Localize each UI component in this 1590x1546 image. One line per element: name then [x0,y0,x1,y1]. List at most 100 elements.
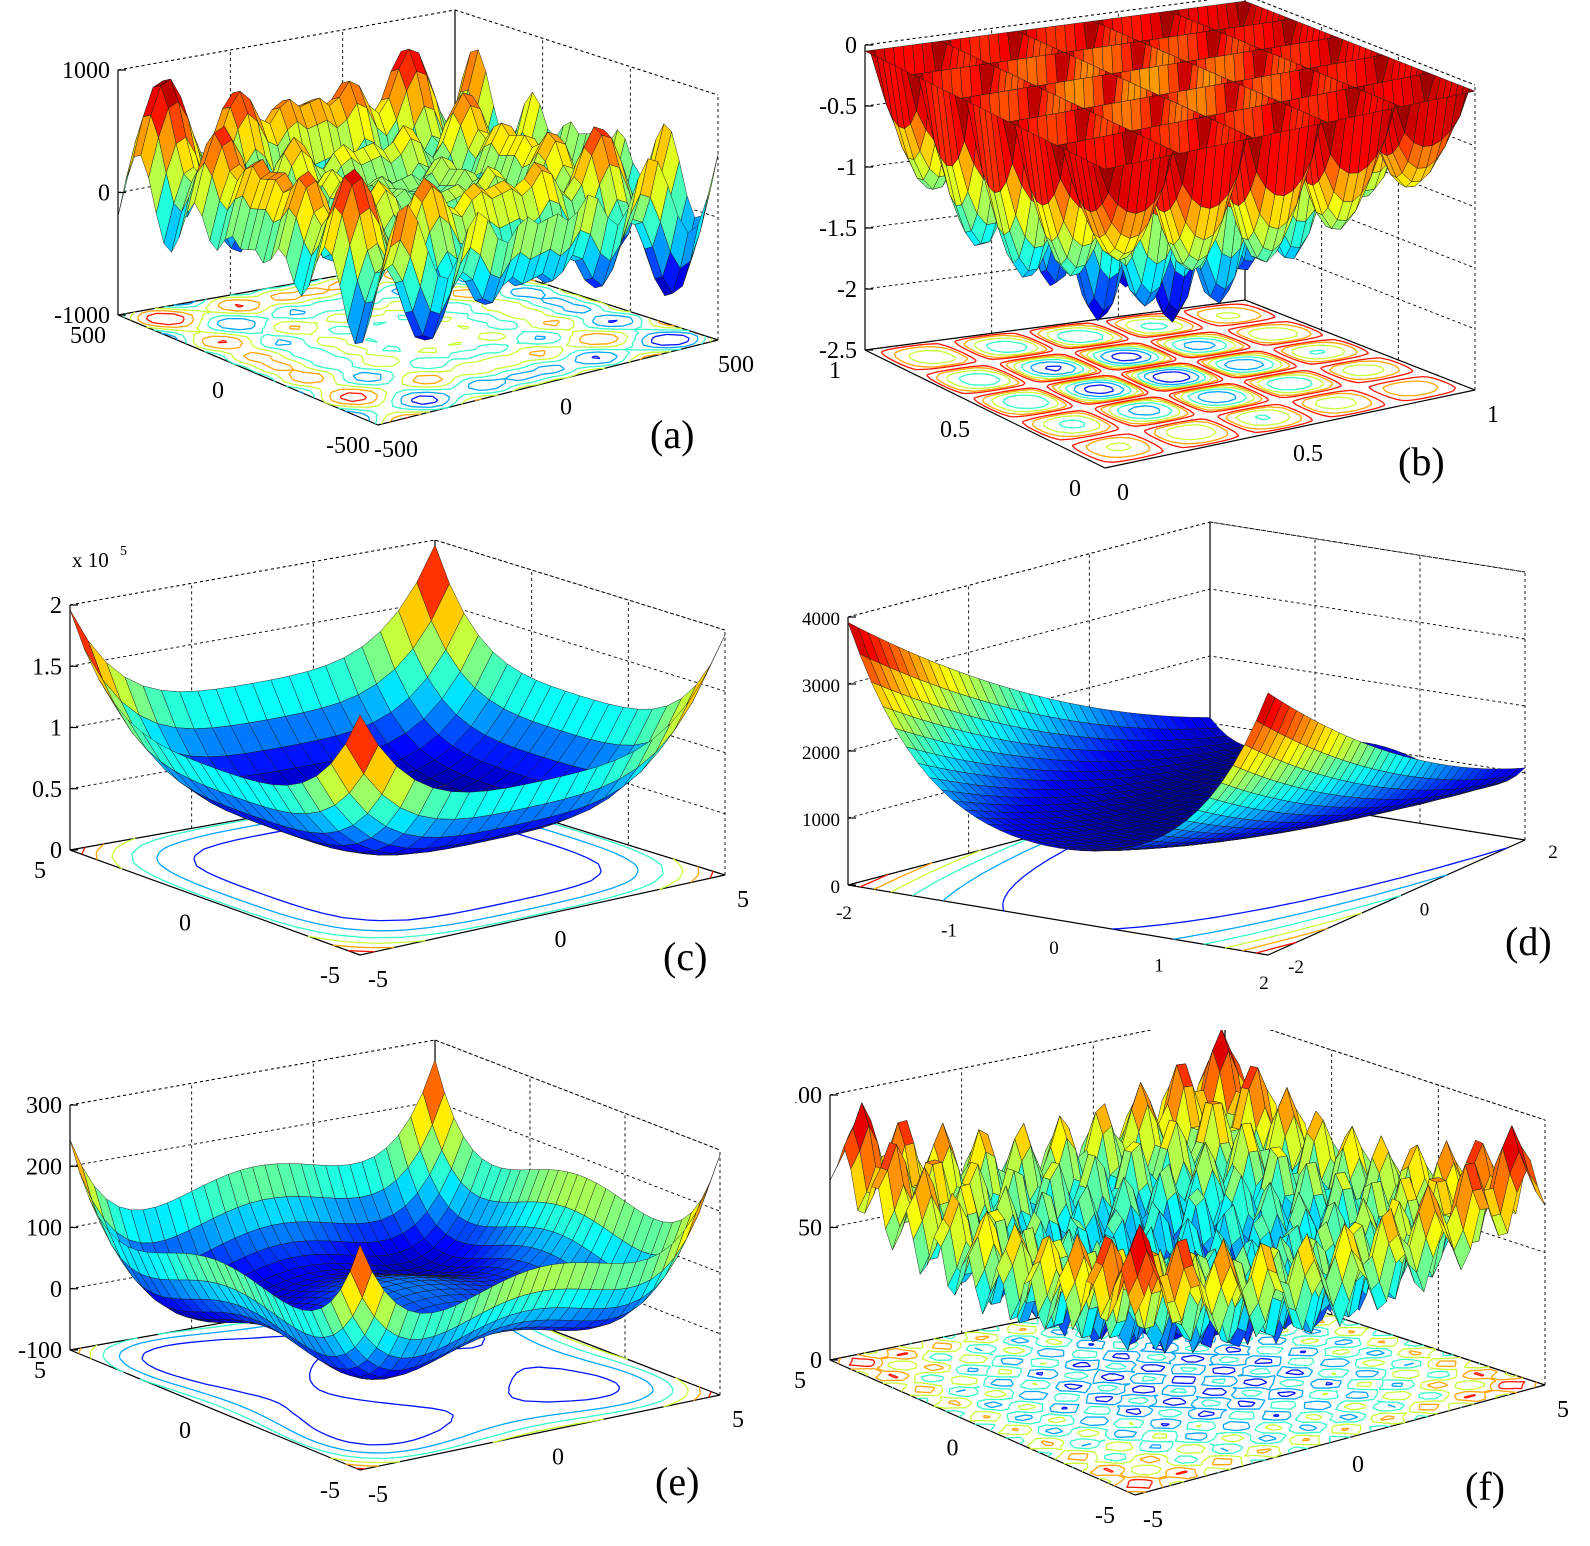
contour-segment [651,342,662,346]
contour-segment [1017,372,1025,377]
contour-segment [312,292,324,296]
contour-segment [459,302,470,306]
contour-segment [350,385,367,389]
contour-segment [452,290,455,293]
contour-segment [432,395,439,401]
contour-segment [1280,347,1286,352]
contour-segment [1094,345,1104,349]
contour-segment [1134,356,1142,361]
contour-segment [1010,388,1020,392]
contour-segment [1081,435,1092,439]
contour-segment [957,344,964,349]
contour-segment [1133,314,1144,317]
contour-segment [1218,384,1230,387]
contour-segment [594,327,601,330]
contour-segment [365,339,378,343]
contour-segment [1199,440,1210,444]
contour-segment [1257,371,1268,375]
contour-segment [1203,352,1210,355]
contour-segment [1201,327,1204,330]
contour-segment [1130,422,1143,425]
contour-segment [1277,427,1288,431]
contour-segment [374,397,378,401]
contour-segment [1012,369,1019,374]
contour-segment [1110,405,1115,409]
contour-segment [381,420,384,425]
contour-segment [489,326,501,330]
contour-segment [1123,442,1131,447]
contour-segment [1187,363,1196,367]
contour-segment [1341,377,1349,382]
contour-segment [1187,395,1191,400]
contour-segment [353,398,365,402]
contour-segment [951,386,958,390]
contour-segment [1100,352,1106,357]
contour-segment [1188,387,1198,391]
contour-segment [431,404,443,408]
contour-segment [1060,438,1072,441]
contour-segment [1004,334,1019,338]
contour-segment [1198,309,1207,313]
contour-segment [1164,418,1174,422]
contour-segment [498,336,507,341]
contour-segment [991,385,1001,389]
contour-segment [352,371,362,377]
contour-segment [1427,376,1433,379]
contour-segment [1286,366,1296,371]
contour-segment [202,311,211,316]
contour-segment [1179,404,1186,409]
contour-segment [1246,318,1256,322]
contour-segment [449,381,452,384]
contour-segment [895,356,901,361]
contour-segment [1225,365,1229,369]
contour-segment [1228,366,1231,369]
contour-segment [292,379,303,384]
contour-segment [1147,363,1157,367]
contour-segment [1317,375,1325,379]
contour-segment [269,372,275,375]
contour-segment [1289,335,1296,339]
contour-segment [1111,355,1114,359]
contour-segment [196,327,202,333]
contour-segment [1265,375,1275,378]
contour-segment [470,307,473,310]
contour-segment [1273,390,1285,394]
contour-segment [1185,353,1199,356]
contour-segment [1268,379,1273,383]
contour-segment [1113,416,1121,421]
contour-segment [516,338,520,343]
contour-segment [1414,397,1425,401]
contour-segment [1382,387,1386,392]
contour-segment [318,373,321,376]
contour-segment [1078,359,1086,364]
contour-segment [1161,423,1172,427]
contour-segment [318,342,322,346]
contour-segment [1229,326,1238,331]
contour-segment [984,388,995,391]
contour-segment [330,313,336,317]
contour-segment [1433,393,1443,397]
contour-segment [1172,335,1182,339]
contour-segment [1315,372,1323,376]
contour-segment [1001,332,1012,335]
contour-segment [1126,400,1137,404]
contour-segment [1050,414,1061,417]
contour-segment [203,335,212,340]
contour-segment [629,317,634,322]
contour-segment [690,332,698,337]
contour-segment [1117,396,1128,400]
contour-segment [196,324,201,329]
contour-segment [1226,404,1237,408]
contour-segment [1248,329,1255,333]
contour-segment [1375,375,1386,379]
contour-segment [391,290,398,295]
contour-segment [1064,362,1071,366]
contour-segment [343,403,359,406]
contour-segment [412,366,428,370]
contour-segment [1279,337,1290,341]
contour-segment [304,371,318,375]
contour-segment [1057,353,1066,356]
contour-segment [1108,398,1118,402]
contour-segment [1157,382,1163,385]
contour-segment [334,380,338,385]
